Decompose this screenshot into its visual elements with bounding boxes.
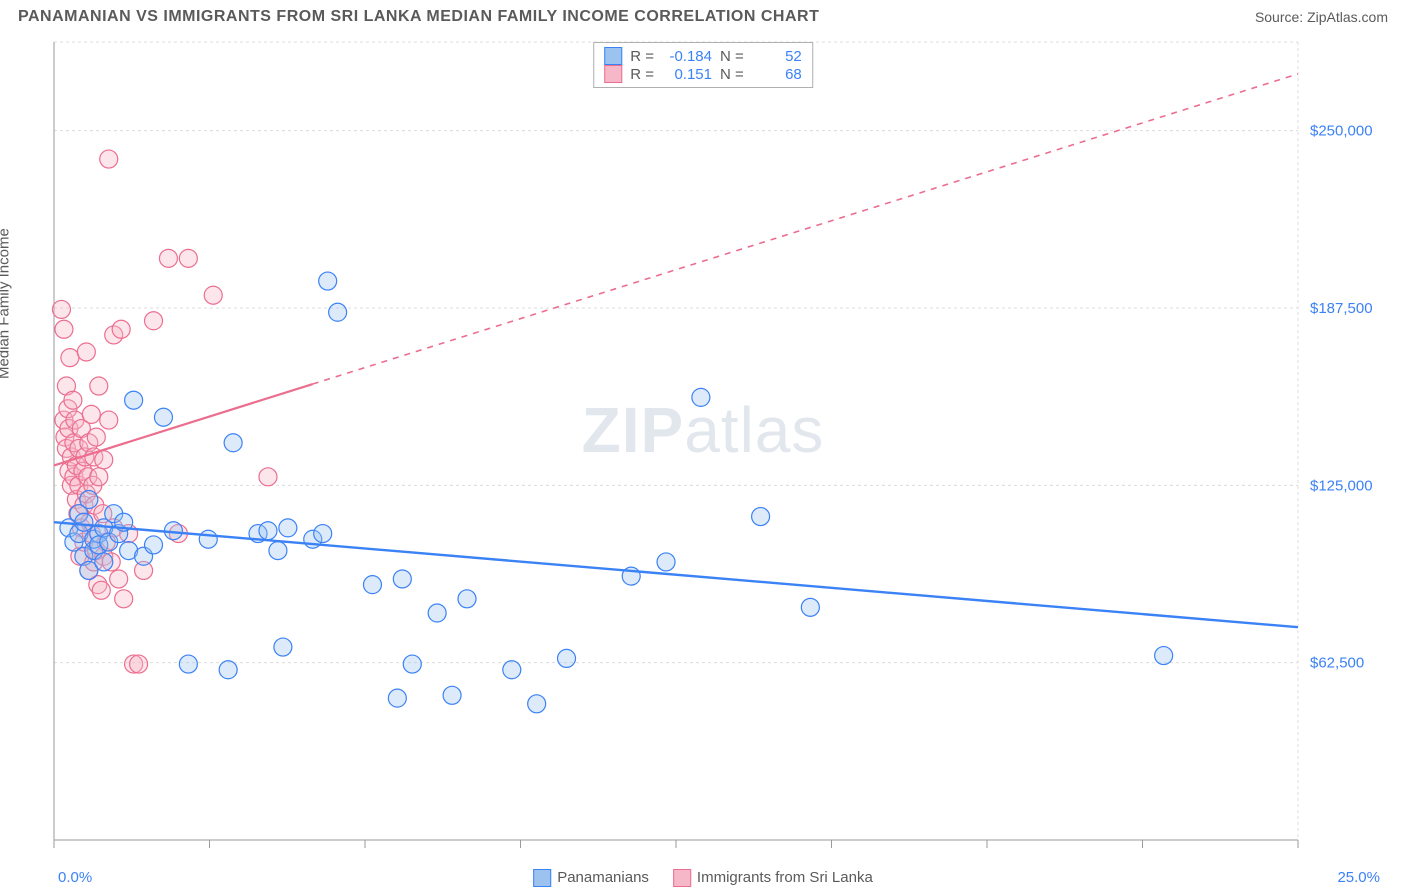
svg-text:$187,500: $187,500: [1310, 300, 1373, 317]
legend-label-2: Immigrants from Sri Lanka: [697, 869, 873, 886]
stats-n-label-1: N =: [720, 48, 744, 65]
legend-swatch-1: [533, 869, 551, 887]
stats-n-value-1: 52: [752, 48, 802, 65]
y-axis-title: Median Family Income: [0, 228, 13, 379]
chart-source: Source: ZipAtlas.com: [1255, 9, 1388, 25]
stats-r-label-1: R =: [630, 48, 654, 65]
chart-header: PANAMANIAN VS IMMIGRANTS FROM SRI LANKA …: [0, 0, 1406, 30]
stats-r-value-2: 0.151: [662, 66, 712, 83]
svg-text:$125,000: $125,000: [1310, 477, 1373, 494]
stats-swatch-1: [604, 47, 622, 65]
legend-swatch-2: [673, 869, 691, 887]
legend-center: Panamanians Immigrants from Sri Lanka: [533, 869, 873, 887]
svg-text:$62,500: $62,500: [1310, 655, 1364, 672]
chart-title: PANAMANIAN VS IMMIGRANTS FROM SRI LANKA …: [18, 8, 819, 26]
legend-label-1: Panamanians: [557, 869, 649, 886]
x-axis-start-label: 0.0%: [58, 869, 92, 886]
x-axis-end-label: 25.0%: [1337, 869, 1380, 886]
stats-box: R = -0.184 N = 52 R = 0.151 N = 68: [593, 42, 813, 88]
stats-n-label-2: N =: [720, 66, 744, 83]
svg-text:$250,000: $250,000: [1310, 123, 1373, 140]
stats-row-2: R = 0.151 N = 68: [604, 65, 802, 83]
footer-legend: 0.0% Panamanians Immigrants from Sri Lan…: [0, 869, 1406, 886]
stats-swatch-2: [604, 65, 622, 83]
stats-r-label-2: R =: [630, 66, 654, 83]
stats-row-1: R = -0.184 N = 52: [604, 47, 802, 65]
legend-item-2: Immigrants from Sri Lanka: [673, 869, 873, 887]
legend-item-1: Panamanians: [533, 869, 649, 887]
scatter-chart: $62,500 $125,000 $187,500 $250,000: [18, 40, 1388, 852]
stats-r-value-1: -0.184: [662, 48, 712, 65]
chart-container: Median Family Income $62,500$125,000$187…: [18, 40, 1388, 852]
stats-n-value-2: 68: [752, 66, 802, 83]
